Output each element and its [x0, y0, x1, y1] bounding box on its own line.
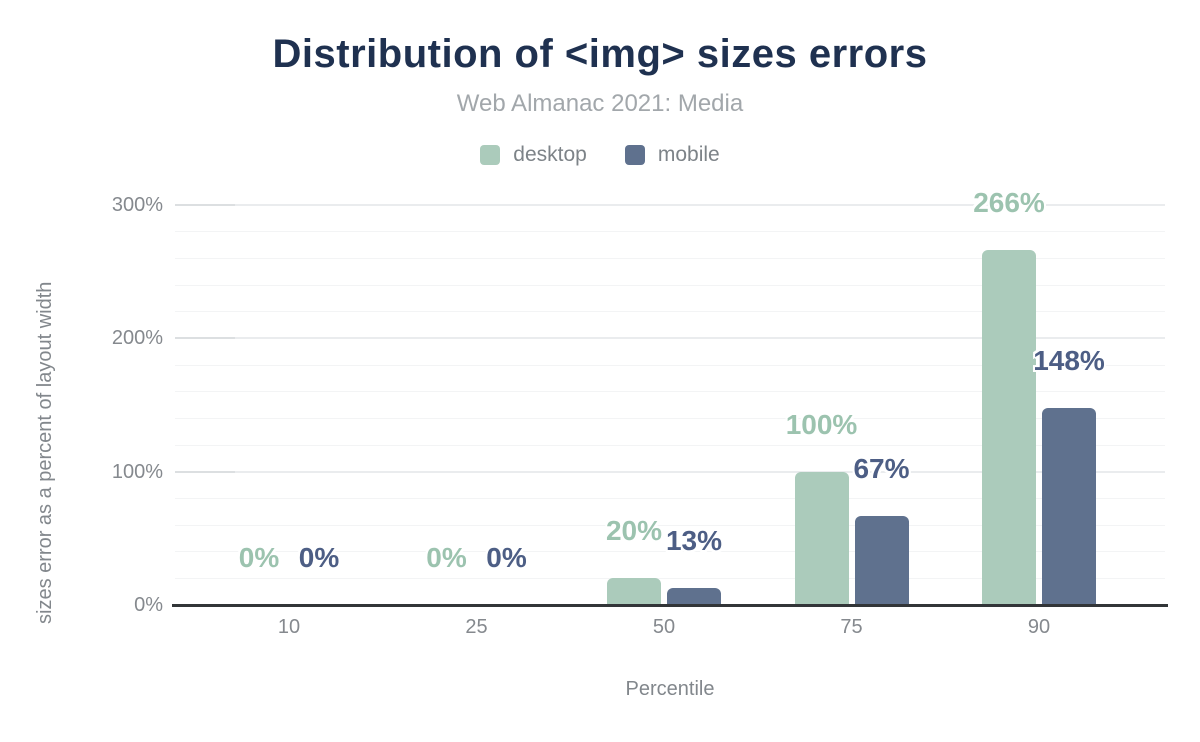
x-tick-label-90: 90 — [1027, 616, 1051, 638]
y-tick-label-300: 300% — [111, 194, 163, 216]
legend-label-mobile: mobile — [657, 143, 720, 166]
minor-gridline — [175, 497, 1165, 499]
minor-gridline — [175, 364, 1165, 366]
chart-title: Distribution of <img> sizes errors — [272, 32, 928, 76]
legend: desktop mobile — [0, 143, 1200, 167]
value-label-desktop-p75: 100% — [785, 408, 858, 440]
y-axis-tick-mark — [175, 337, 235, 340]
legend-swatch-desktop — [480, 145, 501, 165]
legend-item-desktop[interactable]: desktop — [480, 143, 587, 167]
x-tick-label-50: 50 — [652, 616, 676, 638]
x-axis-line — [172, 604, 1168, 607]
bar-mobile-p75[interactable] — [854, 515, 909, 605]
value-label-mobile-p10: 0% — [298, 542, 340, 573]
value-label-desktop-p90: 266% — [973, 187, 1045, 219]
value-label-mobile-p25: 0% — [486, 542, 527, 573]
minor-gridline — [175, 417, 1165, 419]
value-label-mobile-p90: 148% — [1033, 344, 1105, 376]
minor-gridline — [175, 391, 1165, 393]
minor-gridline — [175, 231, 1165, 233]
value-label-desktop-p50: 20% — [605, 515, 663, 547]
value-label-desktop-p25: 0% — [426, 542, 467, 573]
legend-label-desktop: desktop — [513, 143, 587, 166]
bar-mobile-p50[interactable] — [667, 587, 721, 605]
minor-gridline — [175, 577, 1165, 579]
x-tick-label-75: 75 — [840, 616, 863, 638]
minor-gridline — [175, 524, 1165, 526]
legend-item-mobile[interactable]: mobile — [624, 143, 720, 167]
x-tick-label-10: 10 — [277, 616, 301, 638]
y-tick-label-200: 200% — [111, 327, 163, 350]
x-tick-label-25: 25 — [465, 616, 488, 638]
y-tick-label-100: 100% — [111, 460, 163, 483]
minor-gridline — [175, 257, 1165, 259]
value-label-desktop-p10: 0% — [238, 542, 280, 573]
bar-desktop-p75[interactable] — [794, 471, 849, 605]
value-label-mobile-p50: 13% — [665, 524, 723, 556]
bar-mobile-p90[interactable] — [1042, 407, 1096, 605]
chart-subtitle: Web Almanac 2021: Media — [456, 90, 744, 117]
bar-desktop-p50[interactable] — [607, 578, 661, 605]
bar-desktop-p90[interactable] — [982, 250, 1036, 605]
y-tick-label-0: 0% — [134, 594, 163, 616]
major-gridline — [175, 337, 1165, 340]
major-gridline — [175, 204, 1165, 206]
x-axis-title: Percentile — [625, 678, 715, 700]
value-label-mobile-p75: 67% — [853, 452, 910, 484]
legend-swatch-mobile — [624, 145, 645, 165]
y-axis-tick-mark — [175, 470, 235, 473]
minor-gridline — [175, 444, 1165, 446]
minor-gridline — [175, 551, 1165, 553]
minor-gridline — [175, 311, 1165, 313]
y-axis-tick-mark — [175, 204, 235, 206]
major-gridline — [175, 470, 1165, 473]
minor-gridline — [175, 284, 1165, 286]
